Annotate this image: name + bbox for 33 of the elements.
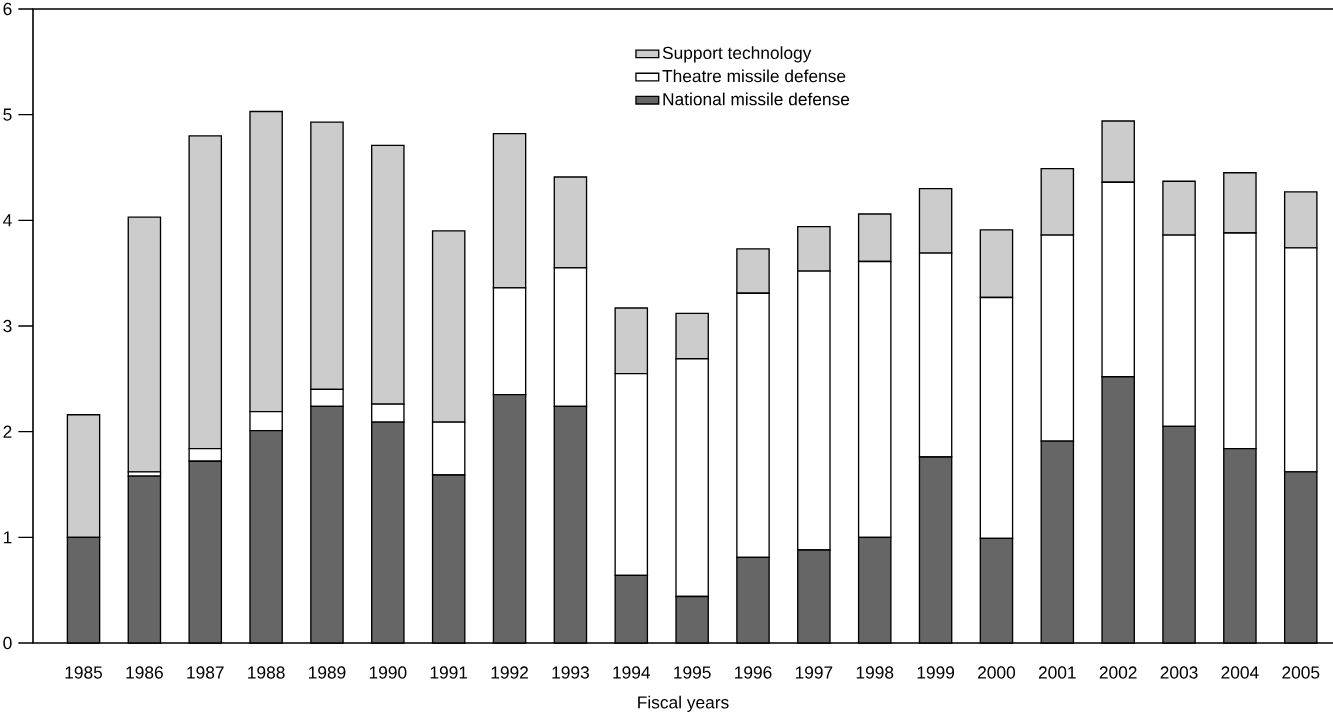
x-tick-label: 1985 [65, 666, 103, 679]
x-tick-label: 1998 [856, 666, 894, 679]
y-tick-label: 6 [3, 2, 12, 16]
x-tick-label: 1995 [674, 666, 711, 679]
x-tick-label: 1996 [735, 666, 772, 679]
x-axis-title: Fiscal years [638, 695, 729, 712]
x-tick-label: 1994 [613, 666, 651, 679]
y-tick-label: 1 [3, 531, 12, 544]
x-tick-label: 1986 [126, 666, 163, 679]
y-tick-label: 0 [3, 636, 12, 650]
x-tick-label: 1997 [795, 666, 833, 679]
y-tick-label: 5 [3, 108, 12, 121]
legend-label: National missile defense [663, 92, 850, 106]
legend-label: Theatre missile defense [662, 69, 846, 83]
x-tick-label: 2000 [978, 666, 1016, 679]
x-tick-label: 2001 [1038, 666, 1076, 679]
y-tick-label: 4 [3, 214, 12, 227]
y-tick-label: 3 [3, 319, 12, 333]
bar [127, 216, 162, 473]
x-tick-label: 1989 [309, 666, 346, 679]
x-tick-label: 1991 [430, 666, 468, 679]
x-tick-label: 2005 [1282, 666, 1320, 679]
x-tick-label: 1992 [491, 666, 528, 679]
x-tick-label: 1987 [187, 666, 224, 679]
x-tick-label: 1993 [552, 666, 589, 679]
x-tick-label: 2003 [1160, 666, 1198, 679]
x-tick-label: 1988 [248, 666, 285, 679]
x-tick-label: 1990 [369, 666, 407, 679]
x-tick-label: 2004 [1221, 666, 1259, 679]
y-tick-label: 2 [3, 425, 12, 438]
legend-label: Support technology [662, 46, 812, 63]
x-tick-label: 2002 [1099, 666, 1137, 679]
x-tick-label: 1999 [917, 666, 955, 679]
